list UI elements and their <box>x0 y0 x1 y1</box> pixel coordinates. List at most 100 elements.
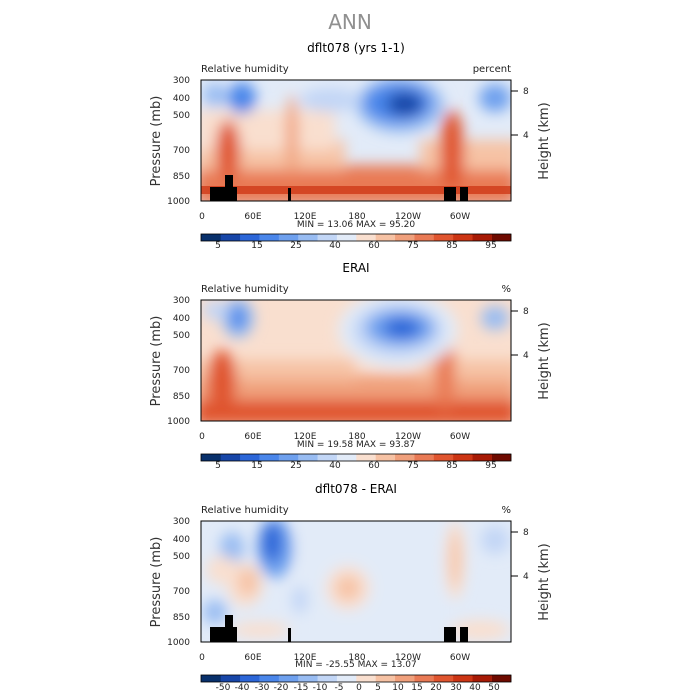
colorbar-label: 30 <box>450 683 462 693</box>
colorbar-swatch <box>259 675 279 682</box>
colorbar-swatch <box>491 454 512 461</box>
colorbar-swatch <box>452 675 473 682</box>
height-ticks: 8 4 <box>511 307 529 361</box>
colorbar-swatch <box>472 454 492 461</box>
colorbar-label: 15 <box>251 241 262 251</box>
colorbar-swatch <box>220 675 241 682</box>
colorbar-label: 75 <box>407 461 418 471</box>
heatmap-field <box>201 521 511 642</box>
colorbar-label: 20 <box>430 683 442 693</box>
y2-tick: 4 <box>523 131 529 141</box>
colorbar: 5 15 25 40 60 75 85 95 <box>200 453 512 471</box>
colorbar-swatch <box>336 234 357 241</box>
y-tick: 700 <box>173 146 190 156</box>
y-tick: 500 <box>173 111 190 121</box>
colorbar-label: 40 <box>469 683 481 693</box>
colorbar-label: 5 <box>215 461 221 471</box>
y-tick: 700 <box>173 587 190 597</box>
colorbar-swatch <box>472 675 492 682</box>
x-tick: 180 <box>348 432 365 442</box>
panel-difference: dflt078 - ERAI Relative humidity % <box>149 482 552 693</box>
heatmap-field <box>201 80 511 201</box>
y-tick: 500 <box>173 552 190 562</box>
colorbar: 5 15 25 40 60 75 85 95 <box>200 233 512 251</box>
y2-tick: 8 <box>523 307 529 317</box>
pressure-ticks: 300 400 500 700 850 1000 <box>167 76 190 207</box>
y-tick: 1000 <box>167 197 190 207</box>
x-ticks: 0 60E 120E 180 120W 60W <box>199 653 470 663</box>
min-max-stats: MIN = 13.06 MAX = 95.20 <box>297 220 415 230</box>
colorbar-swatch <box>472 234 492 241</box>
colorbar-swatch <box>452 454 473 461</box>
colorbar-swatch <box>356 234 376 241</box>
colorbar-swatch <box>259 234 279 241</box>
colorbar-swatch <box>394 675 415 682</box>
colorbar-frame <box>200 674 512 683</box>
x-tick: 120W <box>395 432 421 442</box>
x-tick: 120W <box>395 212 421 222</box>
colorbar-swatch <box>375 675 396 682</box>
x-tick: 60E <box>244 212 261 222</box>
x-tick: 180 <box>348 212 365 222</box>
colorbar-swatch <box>375 234 396 241</box>
y-tick: 300 <box>173 76 190 86</box>
colorbar-swatch <box>414 675 434 682</box>
plot-frame <box>200 520 512 643</box>
colorbar-swatch <box>259 454 279 461</box>
x-tick: 0 <box>199 432 205 442</box>
variable-label: Relative humidity <box>201 64 289 75</box>
y-tick: 300 <box>173 296 190 306</box>
colorbar-swatch <box>297 454 318 461</box>
x-tick: 60E <box>244 432 261 442</box>
colorbar-swatch <box>317 675 337 682</box>
colorbar-label: 40 <box>329 241 341 251</box>
colorbar-label: 95 <box>485 241 496 251</box>
pressure-ticks: 300 400 500 700 850 1000 <box>167 296 190 427</box>
colorbar-label: -10 <box>313 683 328 693</box>
x-tick: 60W <box>450 653 470 663</box>
colorbar-label: -40 <box>235 683 250 693</box>
x-tick: 60W <box>450 212 470 222</box>
y-axis-label: Pressure (mb) <box>149 316 164 407</box>
colorbar-label: -50 <box>216 683 231 693</box>
y-tick: 400 <box>173 314 190 324</box>
y-tick: 500 <box>173 331 190 341</box>
colorbar-swatch <box>414 454 434 461</box>
colorbar-label: 50 <box>488 683 500 693</box>
colorbar-swatch <box>239 454 260 461</box>
colorbar-swatch <box>433 675 454 682</box>
y2-tick: 8 <box>523 528 529 538</box>
colorbar: -50 -40 -30 -20 -15 -10 -5 0 5 10 15 20 … <box>200 674 512 693</box>
height-ticks: 8 4 <box>511 87 529 141</box>
colorbar-swatch <box>394 454 415 461</box>
colorbar-label: 10 <box>392 683 404 693</box>
colorbar-swatch <box>356 454 376 461</box>
y2-tick: 4 <box>523 351 529 361</box>
x-tick: 120E <box>294 653 317 663</box>
colorbar-swatch <box>336 454 357 461</box>
colorbar-swatch <box>278 234 299 241</box>
x-ticks: 0 60E 120E 180 120W 60W <box>199 212 470 222</box>
x-tick: 120W <box>395 653 421 663</box>
x-tick: 60E <box>244 653 261 663</box>
colorbar-swatch <box>220 234 241 241</box>
variable-label: Relative humidity <box>201 284 289 295</box>
y2-axis-label: Height (km) <box>537 102 552 179</box>
y2-tick: 4 <box>523 572 529 582</box>
colorbar-label: 75 <box>407 241 418 251</box>
colorbar-swatch <box>278 675 299 682</box>
panel-title: dflt078 - ERAI <box>315 482 397 496</box>
colorbar-label: 85 <box>446 241 457 251</box>
x-tick: 0 <box>199 653 205 663</box>
colorbar-swatch <box>297 675 318 682</box>
colorbar-swatch <box>201 454 221 461</box>
colorbar-label: 85 <box>446 461 457 471</box>
colorbar-label: 40 <box>329 461 341 471</box>
y2-tick: 8 <box>523 87 529 97</box>
colorbar-label: -5 <box>335 683 344 693</box>
y-tick: 850 <box>173 172 190 182</box>
colorbar-swatch <box>297 234 318 241</box>
colorbar-label: 5 <box>375 683 381 693</box>
colorbar-swatch <box>336 675 357 682</box>
